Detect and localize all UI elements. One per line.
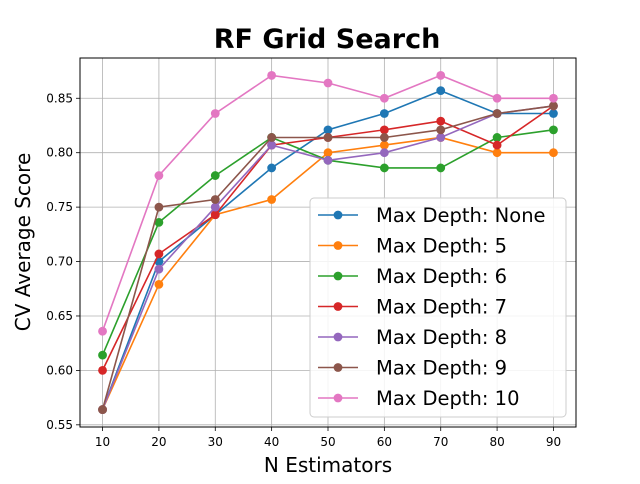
data-point [210, 171, 220, 180]
y-tick-label: 0.70 [46, 255, 73, 269]
legend-marker [333, 332, 343, 342]
data-point [210, 202, 220, 212]
data-point [323, 148, 333, 158]
y-tick-label: 0.60 [46, 363, 73, 377]
data-point [492, 109, 502, 118]
y-tick-label: 0.75 [46, 200, 73, 214]
data-point [323, 125, 333, 135]
data-point [210, 195, 220, 204]
y-tick-label: 0.65 [46, 309, 73, 323]
x-tick-label: 40 [264, 435, 279, 449]
data-point [436, 125, 446, 135]
data-point [379, 133, 389, 142]
legend-label: Max Depth: 10 [376, 387, 520, 410]
x-tick-label: 90 [546, 435, 561, 449]
data-point [323, 133, 333, 142]
legend-item: Max Depth: 6 [318, 265, 507, 288]
chart-title: RF Grid Search [214, 24, 441, 55]
legend: Max Depth: None Max Depth: 5 Max Depth: 6 M… [309, 197, 567, 418]
legend-item: Max Depth: 5 [318, 235, 507, 258]
legend-label: Max Depth: 8 [376, 326, 507, 349]
x-tick-label: 30 [208, 435, 223, 449]
legend-marker [333, 302, 343, 311]
data-point [492, 148, 502, 158]
data-point [549, 109, 558, 118]
data-point [267, 71, 277, 80]
data-point [379, 125, 389, 135]
data-point [549, 125, 558, 135]
legend-label: Max Depth: 6 [376, 265, 507, 288]
data-point [436, 133, 446, 142]
x-tick-label: 80 [489, 435, 504, 449]
legend-label: Max Depth: 5 [376, 235, 507, 258]
data-point [154, 280, 164, 289]
data-point [154, 249, 164, 259]
data-point [210, 210, 220, 220]
data-point [492, 93, 502, 103]
data-point [492, 140, 502, 150]
data-point [154, 217, 164, 227]
data-point [436, 71, 446, 80]
legend-label: Max Depth: 9 [376, 357, 507, 380]
data-point [267, 163, 277, 173]
x-tick-label: 20 [151, 435, 166, 449]
y-tick-label: 0.55 [46, 418, 73, 432]
data-point [379, 148, 389, 158]
data-point [154, 171, 164, 180]
data-point [379, 163, 389, 173]
legend-item: Max Depth: 7 [318, 296, 507, 319]
legend-marker [333, 271, 343, 281]
data-point [323, 78, 333, 88]
legend-marker [333, 210, 343, 220]
y-tick-label: 0.85 [46, 91, 73, 105]
data-point [267, 195, 277, 204]
data-point [379, 140, 389, 150]
legend-item: Max Depth: 9 [318, 357, 507, 380]
data-point [379, 93, 389, 103]
x-tick-label: 60 [377, 435, 392, 449]
data-point [267, 140, 277, 150]
x-tick-label: 50 [320, 435, 335, 449]
data-point [436, 163, 446, 173]
y-axis-label: CV Average Score [11, 153, 35, 332]
x-axis-label: N Estimators [264, 453, 392, 477]
legend-marker [333, 363, 343, 372]
data-point [549, 101, 558, 111]
x-axis-ticks: 10 20 30 40 50 60 70 80 90 [95, 427, 561, 449]
data-point [267, 133, 277, 142]
series-layer [98, 71, 558, 414]
series-6 [98, 101, 558, 414]
y-axis-ticks: 0.55 0.60 0.65 0.70 0.75 0.80 0.85 [46, 91, 80, 432]
legend-frame [309, 197, 567, 418]
legend-label: Max Depth: 7 [376, 296, 507, 319]
y-tick-label: 0.80 [46, 146, 73, 160]
legend-marker [333, 393, 343, 403]
data-point [98, 326, 107, 336]
legend-marker [333, 241, 343, 250]
data-point [154, 202, 164, 212]
data-point [492, 133, 502, 142]
legend-label: Max Depth: None [376, 204, 546, 227]
x-tick-label: 10 [95, 435, 110, 449]
series-7 [98, 71, 558, 336]
legend-item: Max Depth: 10 [318, 387, 520, 410]
data-point [379, 109, 389, 118]
data-point [98, 405, 107, 414]
data-point [549, 148, 558, 158]
legend-item: Max Depth: 8 [318, 326, 507, 349]
x-tick-label: 70 [433, 435, 448, 449]
legend-item: Max Depth: None [318, 204, 546, 227]
data-point [154, 264, 164, 274]
data-point [549, 93, 558, 103]
data-point [436, 116, 446, 126]
data-point [98, 365, 107, 375]
data-point [210, 109, 220, 118]
data-point [436, 86, 446, 96]
data-point [98, 350, 107, 360]
data-point [323, 155, 333, 165]
